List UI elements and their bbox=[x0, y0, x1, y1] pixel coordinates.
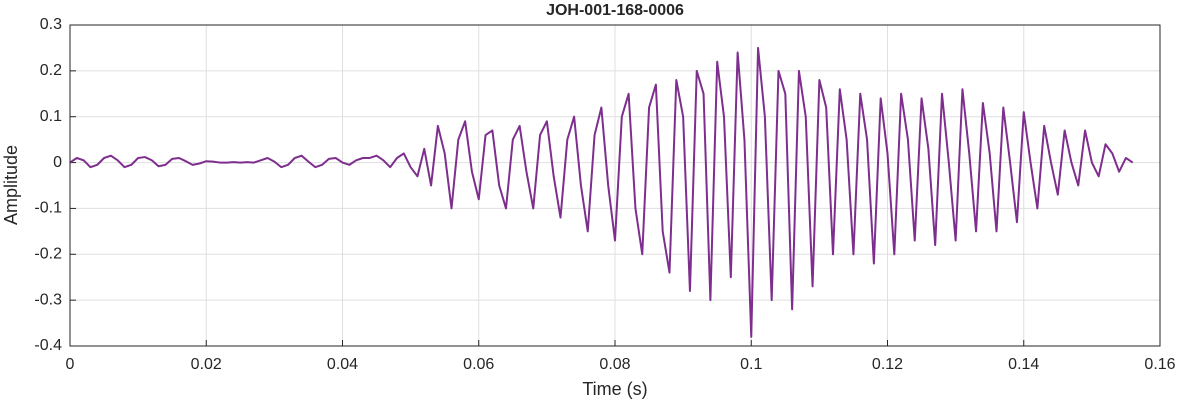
y-tick-label: -0.2 bbox=[34, 246, 62, 263]
x-tick-label: 0.14 bbox=[1008, 356, 1039, 373]
x-tick-label: 0 bbox=[66, 356, 75, 373]
waveform-line bbox=[69, 46, 1134, 338]
x-tick-label: 0.02 bbox=[191, 356, 222, 373]
x-tick-label: 0.16 bbox=[1144, 356, 1175, 373]
y-tick-label: -0.3 bbox=[34, 291, 62, 308]
y-tick-label: 0.1 bbox=[40, 108, 62, 125]
chart-title: JOH-001-168-0006 bbox=[546, 2, 684, 19]
y-tick-label: -0.4 bbox=[34, 337, 62, 354]
x-tick-label: 0.08 bbox=[599, 356, 630, 373]
axes-box bbox=[69, 24, 1161, 347]
y-tick-label: 0.3 bbox=[40, 16, 62, 33]
x-axis-label: Time (s) bbox=[582, 379, 647, 399]
x-tick-label: 0.06 bbox=[463, 356, 494, 373]
y-tick-label: 0.2 bbox=[40, 62, 62, 79]
y-tick-label: -0.1 bbox=[34, 200, 62, 217]
x-tick-label: 0.04 bbox=[327, 356, 358, 373]
y-tick-label: 0 bbox=[53, 154, 62, 171]
x-tick-label: 0.1 bbox=[740, 356, 762, 373]
x-tick-label: 0.12 bbox=[872, 356, 903, 373]
y-axis-label: Amplitude bbox=[1, 145, 21, 225]
